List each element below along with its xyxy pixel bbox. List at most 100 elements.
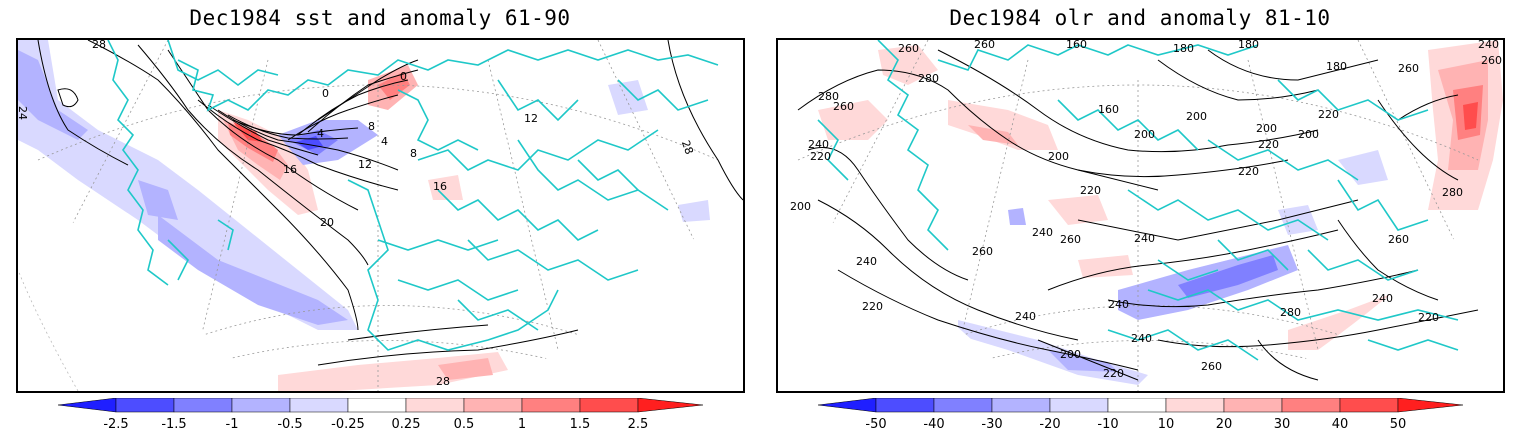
colorbar-tick: 20 (1216, 417, 1233, 430)
colorbar-tick: -0.25 (331, 417, 365, 430)
contour-label: 240 (856, 255, 877, 268)
sst-panel: Dec1984 sst and anomaly 61-90 (0, 0, 760, 432)
contour-label: 260 (833, 100, 854, 113)
colorbar-swatch (817, 397, 877, 413)
colorbar-tick: 1 (518, 417, 526, 430)
colorbar-swatch (1165, 397, 1225, 413)
colorbar-swatch (1049, 397, 1109, 413)
contour-label: 220 (1103, 367, 1124, 380)
olr-map: 260 260 160 180 180 240 260 280 280 260 … (776, 38, 1505, 393)
contour-label: 200 (1298, 128, 1319, 141)
colorbar-tick: 0.25 (392, 417, 421, 430)
panel-title: Dec1984 sst and anomaly 61-90 (189, 6, 571, 30)
contour-label: 240 (1372, 292, 1393, 305)
contour-label: 180 (1173, 42, 1194, 55)
contour-label: 160 (1098, 103, 1119, 116)
contour-label: 220 (1258, 138, 1279, 151)
contour-label: 220 (1238, 165, 1259, 178)
contour-label: 240 (1108, 298, 1129, 311)
contour-label: 24 (18, 106, 29, 120)
contour-label: 28 (92, 40, 106, 51)
colorbar-swatch (1397, 397, 1464, 413)
contour-label: 240 (1478, 40, 1499, 51)
contour-label: 28 (679, 139, 696, 157)
colorbar-swatch (933, 397, 993, 413)
contour-label: 260 (898, 42, 919, 55)
olr-panel: Dec1984 olr and anomaly 81-10 (760, 0, 1520, 432)
colorbar-swatch (1223, 397, 1283, 413)
contour-label: 4 (317, 127, 324, 140)
contour-label: 220 (810, 150, 831, 163)
colorbar-tick: -2.5 (103, 417, 128, 430)
contour-label: 220 (1418, 311, 1439, 324)
contour-label: 12 (524, 112, 538, 125)
contour-label: 0 (400, 70, 407, 83)
colorbar-tick: 10 (1158, 417, 1175, 430)
contour-label: 16 (283, 163, 297, 176)
contour-label: 240 (1032, 226, 1053, 239)
colorbar-swatch (991, 397, 1051, 413)
contour-label: 260 (974, 40, 995, 51)
contour-label: 28 (436, 375, 450, 388)
olr-colorbar: -50 -40 -30 -20 -10 10 20 30 40 50 (817, 397, 1464, 432)
contour-label: 200 (1134, 128, 1155, 141)
colorbar-tick: -50 (865, 417, 886, 430)
contour-label: 200 (1186, 110, 1207, 123)
contour-label: 0 (322, 87, 329, 100)
colorbar-tick: -1.5 (161, 417, 186, 430)
contour-label: 160 (1066, 40, 1087, 51)
colorbar-tick: -10 (1097, 417, 1118, 430)
contour-label: 240 (1134, 232, 1155, 245)
colorbar-tick: 40 (1332, 417, 1349, 430)
contour-label: 260 (1481, 54, 1502, 67)
colorbar-tick: 30 (1274, 417, 1291, 430)
sst-contours (37, 40, 743, 366)
colorbar-swatch (115, 397, 175, 413)
colorbar-swatch (57, 397, 117, 413)
contour-label: 8 (368, 120, 375, 133)
contour-label: 280 (1280, 306, 1301, 319)
colorbar-tick: -0.5 (277, 417, 302, 430)
coastlines (817, 40, 1459, 361)
sst-map: 28 24 0 0 4 8 4 8 12 16 16 20 12 28 28 (16, 38, 745, 393)
contour-label: 260 (1201, 360, 1222, 373)
colorbar-tick: 2.5 (628, 417, 649, 430)
colorbar-swatch (405, 397, 465, 413)
contour-label: 200 (1048, 150, 1069, 163)
olr-contour-labels: 260 260 160 180 180 240 260 280 280 260 … (790, 40, 1502, 380)
colorbar-tick: -30 (981, 417, 1002, 430)
contour-label: 220 (862, 300, 883, 313)
contour-label: 280 (1442, 186, 1463, 199)
anomaly-shading (18, 40, 710, 391)
contour-label: 280 (918, 72, 939, 85)
colorbar-tick: 1.5 (570, 417, 591, 430)
contour-label: 260 (1398, 62, 1419, 75)
contour-label: 180 (1326, 60, 1347, 73)
panel-title: Dec1984 olr and anomaly 81-10 (949, 6, 1331, 30)
contour-label: 240 (808, 138, 829, 151)
colorbar-tick: 0.5 (454, 417, 475, 430)
colorbar-swatch (1107, 397, 1167, 413)
contour-label: 16 (433, 180, 447, 193)
contour-label: 200 (790, 200, 811, 213)
colorbar-swatch (875, 397, 935, 413)
contour-label: 240 (1015, 310, 1036, 323)
colorbar-swatch (1281, 397, 1341, 413)
contour-label: 200 (1256, 122, 1277, 135)
colorbar-swatch (1339, 397, 1399, 413)
contour-label: 220 (1080, 184, 1101, 197)
colorbar-tick: -40 (923, 417, 944, 430)
colorbar-swatch (347, 397, 407, 413)
sst-contour-labels: 28 24 0 0 4 8 4 8 12 16 16 20 12 28 28 (18, 40, 696, 388)
contour-label: 220 (1318, 108, 1339, 121)
contour-label: 260 (972, 245, 993, 258)
contour-label: 8 (410, 147, 417, 160)
colorbar-swatches (57, 397, 704, 413)
colorbar-tick: 50 (1390, 417, 1407, 430)
contour-label: 280 (818, 90, 839, 103)
colorbar-swatch (231, 397, 291, 413)
contour-label: 260 (1388, 233, 1409, 246)
colorbar-swatch (579, 397, 639, 413)
contour-label: 200 (1060, 348, 1081, 361)
colorbar-swatch (637, 397, 704, 413)
